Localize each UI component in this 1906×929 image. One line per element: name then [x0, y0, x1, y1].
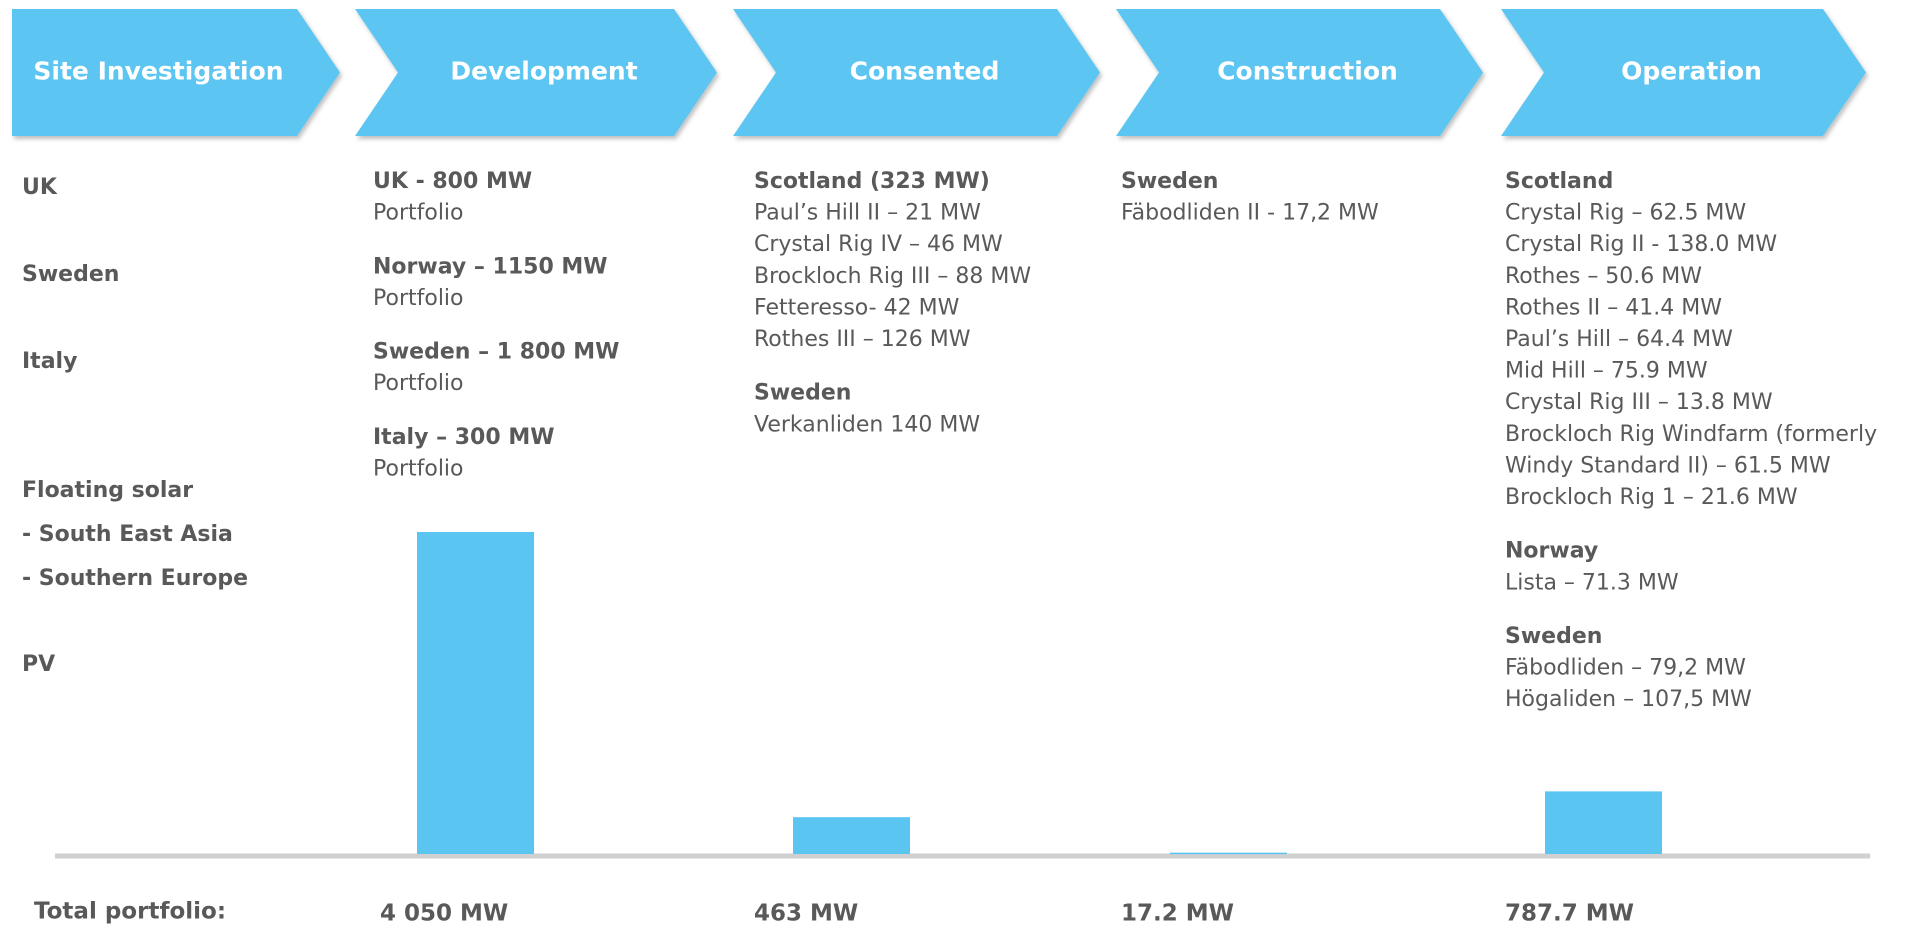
group-heading: PV — [22, 652, 55, 677]
group-item: Crystal Rig IV – 46 MW — [754, 232, 1003, 257]
group-item: Lista – 71.3 MW — [1505, 570, 1679, 595]
stage-chevron — [1116, 9, 1483, 136]
stage-chevron — [733, 9, 1100, 136]
bar — [793, 817, 910, 854]
group-item: Fäbodliden – 79,2 MW — [1505, 656, 1746, 681]
total-value: 17.2 MW — [1121, 901, 1234, 927]
group-heading: Sweden – 1 800 MW — [373, 340, 619, 365]
group-item: Högaliden – 107,5 MW — [1505, 687, 1752, 712]
total-value: 463 MW — [754, 901, 858, 927]
group-heading: Sweden — [1505, 624, 1602, 649]
bar — [1170, 852, 1287, 855]
stage-label: Operation — [1621, 57, 1762, 86]
group-item: Verkanliden 140 MW — [754, 412, 980, 437]
group-heading: Italy — [22, 349, 77, 374]
group-item: Windy Standard II) – 61.5 MW — [1505, 453, 1831, 478]
group-heading: Sweden — [22, 262, 119, 287]
stage-chevron — [1501, 9, 1866, 136]
stage-label: Site Investigation — [33, 57, 283, 86]
group-item: Paul’s Hill II – 21 MW — [754, 201, 981, 226]
group-item: - Southern Europe — [22, 566, 248, 591]
bar — [1545, 791, 1662, 854]
group-item: Brockloch Rig Windfarm (formerly — [1505, 422, 1877, 447]
group-item: Portfolio — [373, 286, 464, 311]
group-item: Brockloch Rig III – 88 MW — [754, 264, 1031, 289]
group-heading: Italy – 300 MW — [373, 425, 555, 450]
group-item: Portfolio — [373, 457, 464, 482]
group-heading: Scotland (323 MW) — [754, 169, 990, 194]
group-heading: Sweden — [1121, 169, 1218, 194]
total-label: Total portfolio: — [34, 899, 226, 925]
group-item: Brockloch Rig 1 – 21.6 MW — [1505, 485, 1798, 510]
group-item: Portfolio — [373, 371, 464, 396]
group-heading: Floating solar — [22, 478, 193, 503]
stage-label: Construction — [1217, 57, 1398, 86]
group-item: Crystal Rig III – 13.8 MW — [1505, 390, 1773, 415]
group-item: Crystal Rig – 62.5 MW — [1505, 201, 1746, 226]
group-item: Paul’s Hill – 64.4 MW — [1505, 327, 1733, 352]
group-item: Fetteresso- 42 MW — [754, 295, 960, 320]
group-item: - South East Asia — [22, 522, 233, 547]
group-heading: Scotland — [1505, 169, 1613, 194]
stage-chevron — [12, 9, 340, 136]
group-heading: UK - 800 MW — [373, 169, 532, 194]
group-heading: Norway – 1150 MW — [373, 254, 608, 279]
total-value: 4 050 MW — [380, 901, 508, 927]
stage-label: Consented — [850, 57, 1000, 86]
total-value: 787.7 MW — [1505, 901, 1634, 927]
group-item: Crystal Rig II - 138.0 MW — [1505, 232, 1777, 257]
group-item: Rothes III – 126 MW — [754, 327, 971, 352]
group-heading: Norway — [1505, 539, 1598, 564]
group-item: Fäbodliden II - 17,2 MW — [1121, 201, 1379, 226]
group-heading: Sweden — [754, 381, 851, 406]
group-item: Rothes II – 41.4 MW — [1505, 295, 1722, 320]
group-item: Portfolio — [373, 201, 464, 226]
stage-chevron — [355, 9, 717, 136]
group-item: Rothes – 50.6 MW — [1505, 264, 1702, 289]
group-item: Mid Hill – 75.9 MW — [1505, 359, 1708, 384]
group-heading: UK — [22, 175, 58, 200]
stage-label: Development — [450, 57, 637, 86]
bar — [417, 532, 534, 854]
